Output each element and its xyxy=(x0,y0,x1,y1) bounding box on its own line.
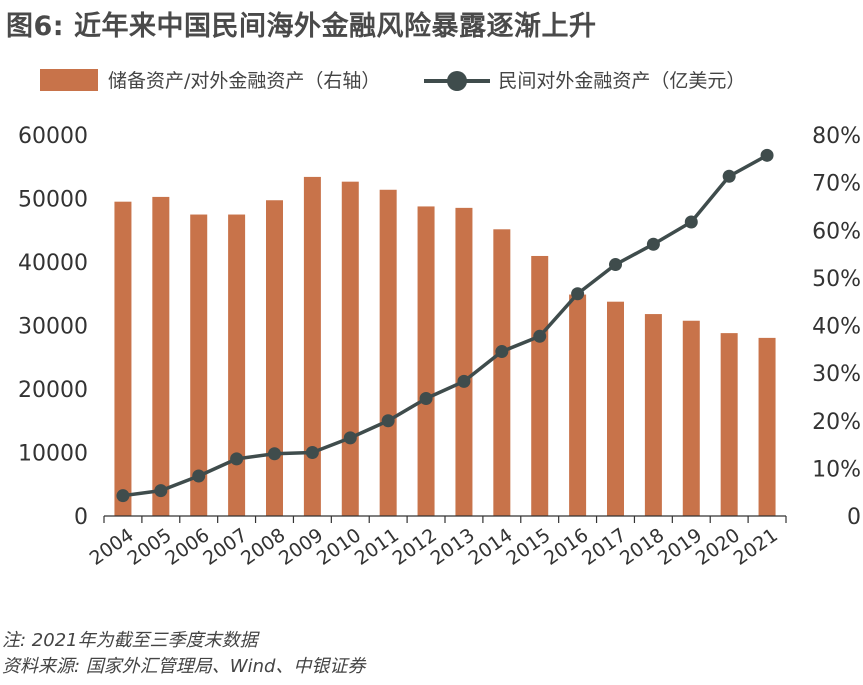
bar-2010 xyxy=(341,181,359,517)
line-point-2016 xyxy=(571,287,585,301)
line-point-2014 xyxy=(495,345,509,359)
bar-2020 xyxy=(720,333,738,516)
y-right-tick-label: 80% xyxy=(812,124,861,149)
legend-line-label: 民间对外金融资产（亿美元） xyxy=(498,70,746,92)
bar-2018 xyxy=(644,314,662,516)
line-point-2011 xyxy=(381,414,395,428)
line-point-2017 xyxy=(609,258,622,272)
line-point-2006 xyxy=(192,469,206,483)
bar-2013 xyxy=(455,207,473,516)
y-right-tick-label: 20% xyxy=(812,410,861,435)
bar-2006 xyxy=(190,214,208,516)
y-left-tick-label: 10000 xyxy=(18,442,88,467)
bar-2004 xyxy=(114,201,132,517)
legend-bar-label: 储备资产/对外金融资产（右轴） xyxy=(108,70,381,92)
footnote: 注: 2021年为截至三季度末数据 xyxy=(2,630,258,651)
chart-title: 图6: 近年来中国民间海外金融风险暴露逐渐上升 xyxy=(6,11,597,42)
line-point-2020 xyxy=(722,169,736,183)
y-right-tick-label: 50% xyxy=(812,267,861,292)
line-point-2010 xyxy=(343,431,357,445)
line-point-2015 xyxy=(533,329,547,343)
legend-bar-swatch xyxy=(40,68,98,91)
line-point-2009 xyxy=(305,446,319,459)
line-point-2019 xyxy=(684,215,698,229)
bar-2019 xyxy=(682,320,700,516)
bar-2005 xyxy=(152,196,170,516)
y-right-tick-label: 10% xyxy=(812,457,861,482)
y-right-tick-label: 30% xyxy=(812,362,861,387)
line-point-2012 xyxy=(419,392,433,406)
line-point-2021 xyxy=(760,148,774,162)
y-right-tick-label: 70% xyxy=(812,172,861,197)
y-left-tick-label: 40000 xyxy=(18,251,88,276)
line-point-2013 xyxy=(457,374,471,388)
bar-2017 xyxy=(607,301,624,516)
y-left-tick-label: 20000 xyxy=(18,378,88,403)
bar-2007 xyxy=(228,214,246,516)
y-left-tick-label: 0 xyxy=(74,505,88,530)
bar-2009 xyxy=(303,176,321,516)
legend-line-swatch xyxy=(424,69,491,91)
source-note: 资料来源: 国家外汇管理局、Wind、中银证券 xyxy=(2,656,366,677)
line-series xyxy=(122,153,768,498)
y-left-tick-label: 60000 xyxy=(18,124,88,149)
line-point-2005 xyxy=(154,484,168,498)
y-left-tick-label: 50000 xyxy=(18,188,88,213)
line-point-2007 xyxy=(230,452,244,466)
bar-2014 xyxy=(493,229,511,517)
x-tick-label: 2021 xyxy=(730,524,782,570)
y-left-tick-label: 30000 xyxy=(18,315,88,340)
line-point-2008 xyxy=(268,447,281,461)
bar-2016 xyxy=(569,294,587,516)
bar-2011 xyxy=(379,189,397,517)
y-right-tick-label: 60% xyxy=(812,219,861,244)
line-point-2018 xyxy=(646,237,660,251)
bar-2021 xyxy=(758,337,776,516)
y-right-tick-label: 0 xyxy=(847,505,861,530)
bar-2012 xyxy=(417,206,435,516)
legend: 储备资产/对外金融资产（右轴） 民间对外金融资产（亿美元） xyxy=(40,66,745,93)
bar-2008 xyxy=(266,200,283,516)
bar-2015 xyxy=(531,255,549,516)
y-right-tick-label: 40% xyxy=(812,315,861,340)
line-point-2004 xyxy=(116,489,130,503)
